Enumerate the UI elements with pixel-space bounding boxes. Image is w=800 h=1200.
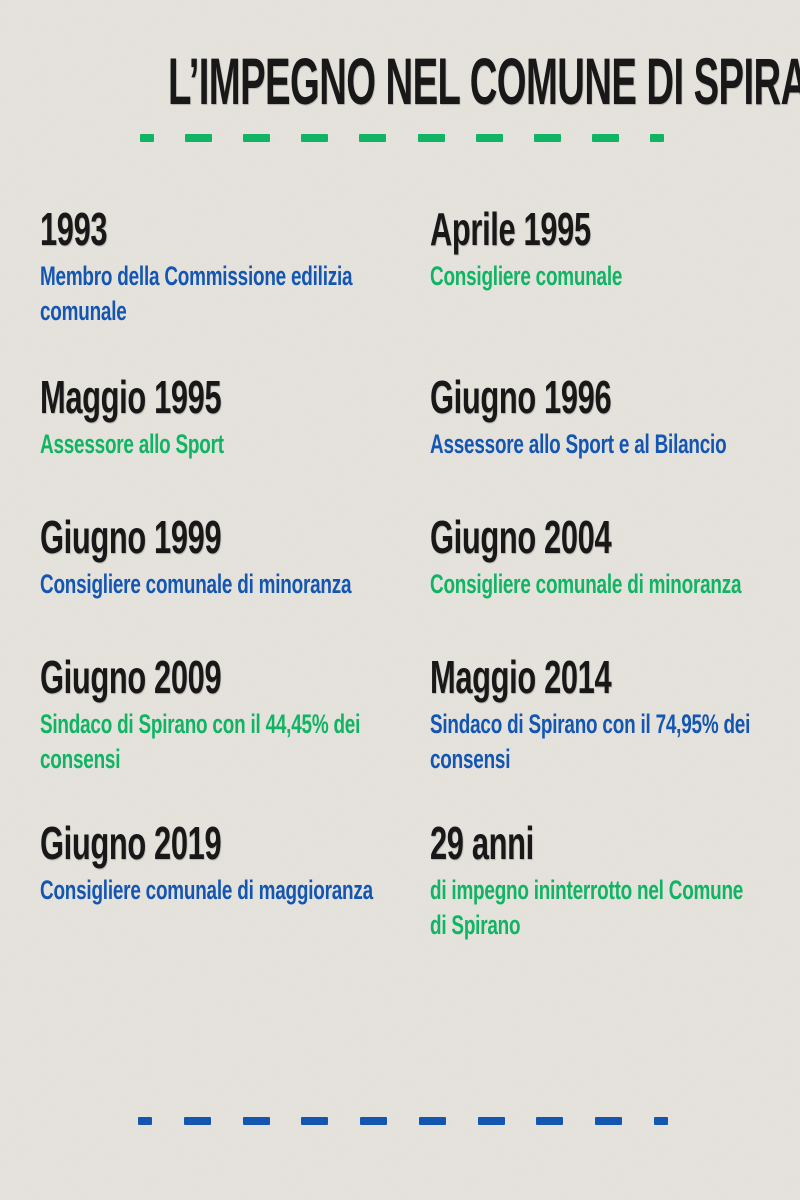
entry-date: 29 anni	[430, 817, 534, 869]
timeline-entry: 29 anni di impegno ininterrotto nel Comu…	[430, 820, 760, 943]
timeline-entry: Giugno 2019 Consigliere comunale di magg…	[40, 820, 430, 943]
divider-dash	[536, 1117, 564, 1125]
divider-dash	[301, 1117, 329, 1125]
entry-description: Sindaco di Spirano con il 44,45% dei con…	[40, 709, 361, 775]
divider-dash	[360, 1117, 388, 1125]
divider-dash	[417, 134, 445, 142]
timeline-entry: Giugno 1999 Consigliere comunale di mino…	[40, 514, 430, 654]
bottom-dashed-divider	[138, 1117, 668, 1125]
page-title: L’IMPEGNO NEL COMUNE DI SPIRANO	[168, 44, 800, 118]
divider-dash	[595, 1117, 623, 1125]
entry-date: Giugno 1996	[430, 371, 612, 423]
entry-description: Consigliere comunale di minoranza	[40, 569, 352, 599]
timeline-entry: Giugno 2004 Consigliere comunale di mino…	[430, 514, 760, 654]
divider-dash	[359, 134, 387, 142]
timeline-entry: Aprile 1995 Consigliere comunale	[430, 206, 760, 374]
entry-description: Sindaco di Spirano con il 74,95% dei con…	[430, 709, 751, 775]
divider-dash	[418, 1117, 446, 1125]
divider-dash	[183, 1117, 211, 1125]
entry-description: Consigliere comunale di minoranza	[430, 569, 742, 599]
entry-description: Consigliere comunale	[430, 261, 623, 291]
entry-date: Giugno 2019	[40, 817, 222, 869]
divider-dash	[591, 134, 619, 142]
entry-date: Giugno 1999	[40, 511, 222, 563]
divider-dash	[140, 134, 154, 142]
entry-date: Giugno 2004	[430, 511, 612, 563]
entry-description: Membro della Commissione edilizia comuna…	[40, 261, 353, 327]
entry-date: Aprile 1995	[430, 203, 591, 255]
divider-dash	[301, 134, 329, 142]
entry-description: di impegno ininterrotto nel Comune di Sp…	[430, 875, 744, 941]
divider-dash	[243, 134, 271, 142]
entry-description: Consigliere comunale di maggioranza	[40, 875, 373, 905]
entry-date: Giugno 2009	[40, 651, 222, 703]
entry-description: Assessore allo Sport e al Bilancio	[430, 429, 727, 459]
entry-date: 1993	[40, 203, 108, 255]
entry-date: Maggio 1995	[40, 371, 222, 423]
divider-dash	[138, 1117, 152, 1125]
timeline-entry: Maggio 1995 Assessore allo Sport	[40, 374, 430, 514]
divider-dash	[185, 134, 213, 142]
entry-description: Assessore allo Sport	[40, 429, 224, 459]
divider-dash	[242, 1117, 270, 1125]
divider-dash	[475, 134, 503, 142]
timeline-entry: Giugno 1996 Assessore allo Sport e al Bi…	[430, 374, 760, 514]
entry-date: Maggio 2014	[430, 651, 612, 703]
divider-dash	[477, 1117, 505, 1125]
timeline-entry: 1993 Membro della Commissione edilizia c…	[40, 206, 430, 374]
timeline-entry: Giugno 2009 Sindaco di Spirano con il 44…	[40, 654, 430, 820]
timeline: 1993 Membro della Commissione edilizia c…	[40, 206, 800, 943]
timeline-entry: Maggio 2014 Sindaco di Spirano con il 74…	[430, 654, 760, 820]
divider-dash	[649, 134, 664, 142]
divider-dash	[533, 134, 561, 142]
divider-dash	[653, 1117, 668, 1125]
top-dashed-divider	[140, 134, 664, 142]
